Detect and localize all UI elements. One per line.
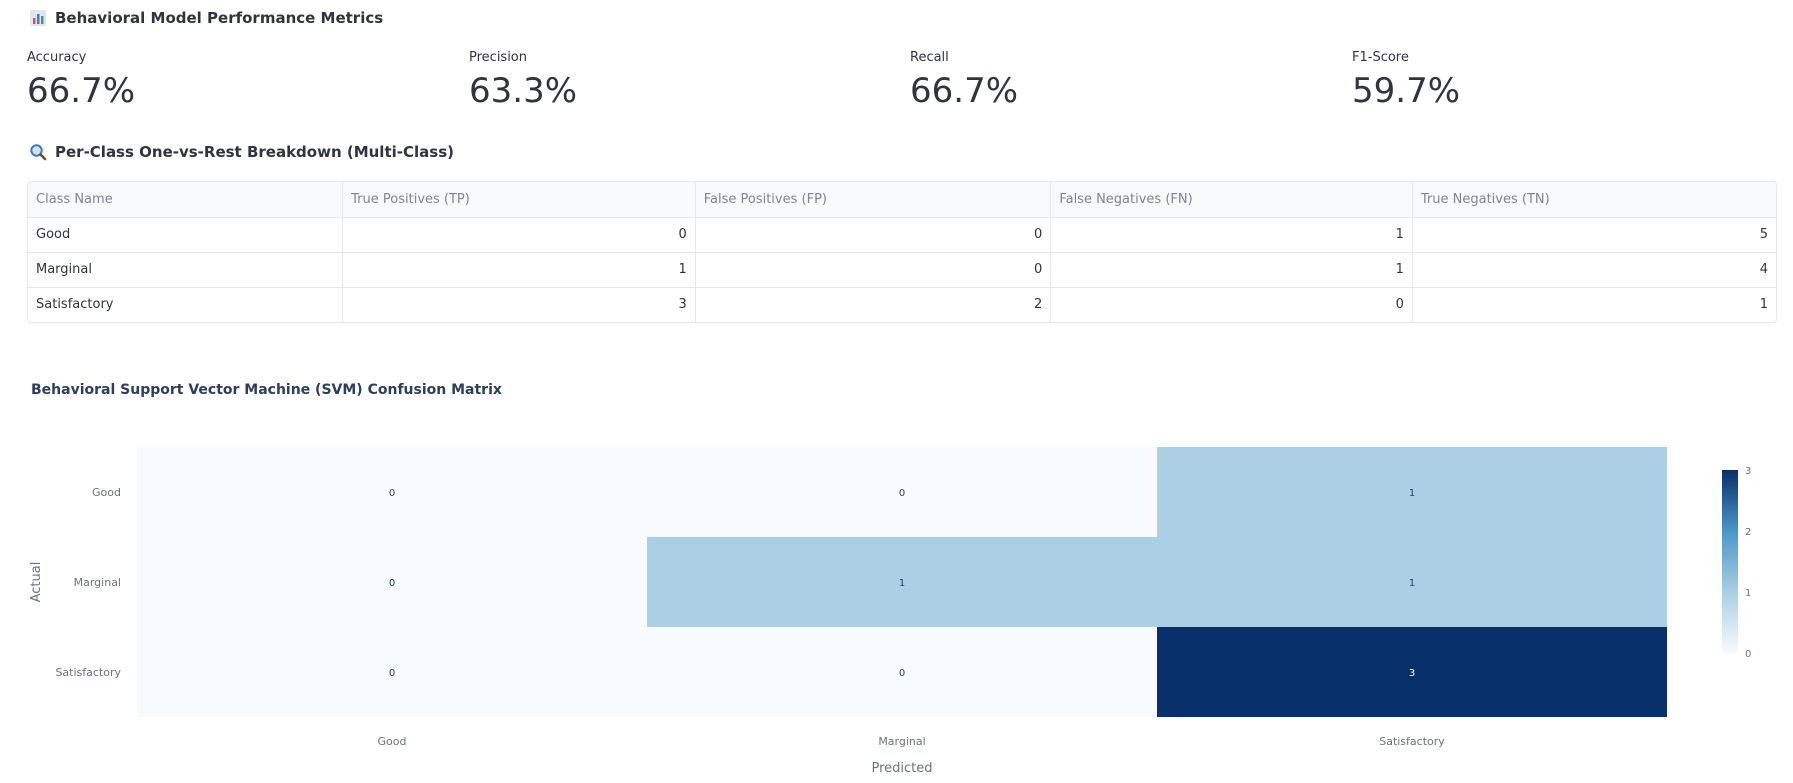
table-cell[interactable]: Marginal (28, 252, 344, 288)
x-tick-label: Satisfactory (1379, 735, 1445, 748)
metrics-title-text: Behavioral Model Performance Metrics (55, 9, 384, 27)
table-cell[interactable]: 3 (342, 287, 696, 322)
cell-value-label: 3 (1409, 668, 1415, 679)
table-cell[interactable]: Good (28, 217, 344, 253)
heatmap-cell[interactable] (647, 537, 1157, 627)
table-header-row: Class Name True Positives (TP) False Pos… (28, 182, 1776, 218)
cell-value-label: 1 (1409, 578, 1415, 589)
table-cell[interactable]: 1 (1050, 217, 1413, 253)
metric-value: 63.3% (469, 71, 578, 111)
table-cell[interactable]: 5 (1412, 217, 1776, 253)
colorbar (1722, 470, 1738, 653)
metric-value: 66.7% (27, 71, 136, 111)
metric-precision: Precision 63.3% (469, 50, 577, 111)
breakdown-section-title: Per-Class One-vs-Rest Breakdown (Multi-C… (29, 143, 454, 161)
table-cell[interactable]: 2 (695, 287, 1052, 322)
column-header-tp[interactable]: True Positives (TP) (342, 182, 696, 218)
metric-label: Recall (910, 50, 949, 65)
metric-value: 59.7% (1352, 71, 1461, 111)
cell-value-label: 0 (389, 578, 395, 589)
heatmap-cell[interactable] (137, 627, 647, 717)
metric-label: F1-Score (1352, 50, 1409, 65)
colorbar-tick-label: 0 (1745, 649, 1751, 660)
bar-chart-icon (29, 9, 47, 27)
cell-value-label: 0 (899, 668, 905, 679)
column-header-fp[interactable]: False Positives (FP) (695, 182, 1052, 218)
table-cell[interactable]: 0 (342, 217, 696, 253)
colorbar-tick-label: 1 (1745, 588, 1751, 599)
metric-label: Precision (469, 50, 528, 65)
cell-value-label: 0 (389, 668, 395, 679)
table-cell[interactable]: 1 (1759, 297, 1768, 313)
y-axis-title: Actual (29, 562, 44, 603)
chart-title: Behavioral Support Vector Machine (SVM) … (31, 382, 502, 398)
heatmap-cell[interactable] (647, 447, 1157, 537)
table-row: Good 0 0 1 5 (28, 217, 1776, 253)
table-cell[interactable]: 1 (342, 252, 696, 288)
heatmap-cell[interactable] (647, 627, 1157, 717)
table-cell[interactable]: 1 (1050, 252, 1413, 288)
table-row: Satisfactory 3 2 0 1 (28, 287, 1776, 322)
cell-value-label: 1 (1409, 488, 1415, 499)
y-tick-label: Marginal (74, 576, 121, 589)
metric-f1-score: F1-Score 59.7% (1352, 50, 1460, 111)
cell-value-label: 1 (899, 578, 905, 589)
x-axis-title: Predicted (871, 761, 932, 776)
metrics-section-title: Behavioral Model Performance Metrics (29, 9, 383, 27)
column-header-tn[interactable]: True Negatives (TN) (1412, 182, 1776, 218)
heatmap-cell[interactable] (1157, 447, 1667, 537)
metric-accuracy: Accuracy 66.7% (27, 50, 135, 111)
colorbar-tick-label: 3 (1745, 466, 1751, 477)
y-tick-label: Satisfactory (55, 666, 121, 679)
heatmap-cell[interactable] (137, 447, 647, 537)
magnifier-icon (29, 143, 47, 161)
cell-value-label: 0 (389, 488, 395, 499)
breakdown-title-text: Per-Class One-vs-Rest Breakdown (Multi-C… (55, 143, 454, 161)
x-tick-label: Good (378, 735, 407, 748)
table-cell[interactable]: Satisfactory (28, 287, 344, 322)
x-tick-label: Marginal (878, 735, 925, 748)
breakdown-table[interactable]: Class Name True Positives (TP) False Pos… (27, 181, 1777, 323)
heatmap-cell[interactable] (137, 537, 647, 627)
column-header-class-name[interactable]: Class Name (28, 182, 344, 218)
column-header-fn[interactable]: False Negatives (FN) (1050, 182, 1413, 218)
metric-value: 66.7% (910, 71, 1019, 111)
table-cell[interactable]: 0 (695, 217, 1052, 253)
metric-label: Accuracy (27, 50, 87, 65)
heatmap-cell[interactable] (1157, 627, 1667, 717)
table-cell[interactable]: 0 (1050, 287, 1413, 322)
y-tick-label: Good (92, 486, 121, 499)
cell-value-label: 0 (899, 488, 905, 499)
table-cell[interactable]: 4 (1412, 252, 1776, 288)
colorbar-tick-label: 2 (1745, 527, 1751, 538)
heatmap-cell[interactable] (1157, 537, 1667, 627)
table-row: Marginal 1 0 1 4 (28, 252, 1776, 288)
table-cell[interactable]: 0 (695, 252, 1052, 288)
metric-recall: Recall 66.7% (910, 50, 1018, 111)
